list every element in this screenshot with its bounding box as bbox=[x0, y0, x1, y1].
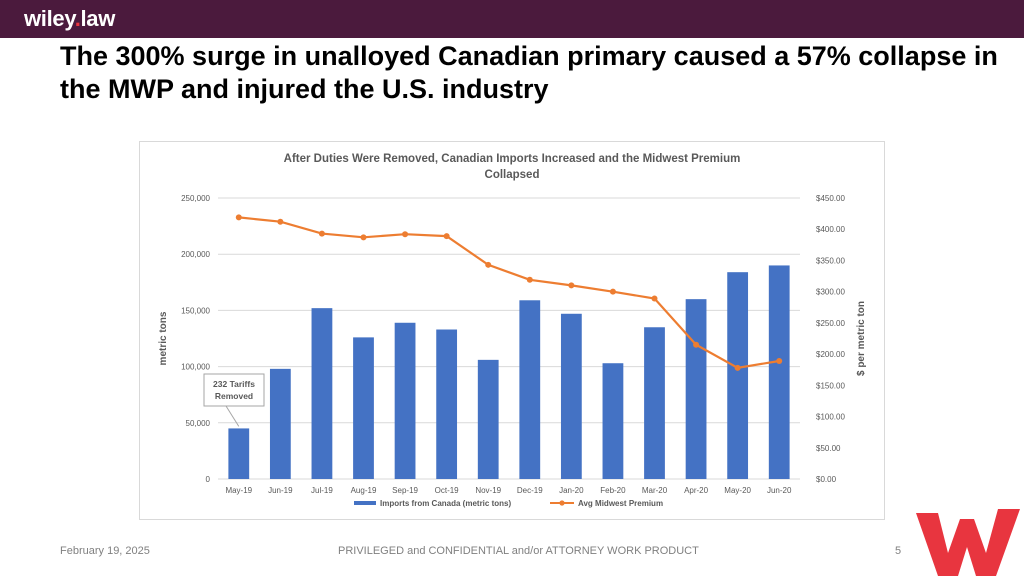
midwest-premium-point bbox=[235, 214, 242, 221]
y-right-tick-label: $150.00 bbox=[816, 381, 845, 390]
midwest-premium-point bbox=[693, 341, 700, 348]
y-right-axis-label: $ per metric ton bbox=[856, 301, 867, 376]
midwest-premium-point bbox=[443, 233, 450, 240]
x-tick-label: May-19 bbox=[225, 486, 252, 495]
x-tick-label: Apr-20 bbox=[684, 486, 709, 495]
midwest-premium-line bbox=[238, 216, 780, 369]
imports-bar bbox=[685, 299, 707, 479]
y-left-tick-label: 0 bbox=[206, 475, 211, 484]
x-tick-label: Nov-19 bbox=[475, 486, 501, 495]
x-tick-label: Sep-19 bbox=[392, 486, 418, 495]
y-right-tick-label: $200.00 bbox=[816, 350, 845, 359]
legend-label-premium: Avg Midwest Premium bbox=[578, 499, 663, 508]
midwest-premium-point bbox=[651, 295, 658, 302]
chart-title-line: Collapsed bbox=[485, 169, 540, 181]
page-number: 5 bbox=[895, 545, 902, 557]
imports-bar bbox=[644, 327, 665, 479]
x-tick-label: Oct-19 bbox=[435, 486, 460, 495]
y-right-tick-label: $250.00 bbox=[816, 319, 845, 328]
x-tick-label: Mar-20 bbox=[642, 486, 668, 495]
annotation-box bbox=[203, 373, 265, 407]
slide-title: The 300% surge in unalloyed Canadian pri… bbox=[60, 41, 998, 104]
x-tick-label: Jul-19 bbox=[311, 486, 333, 495]
y-right-tick-label: $350.00 bbox=[816, 256, 845, 265]
imports-bar bbox=[560, 313, 582, 479]
imports-bar bbox=[727, 272, 749, 479]
x-tick-label: Aug-19 bbox=[351, 486, 377, 495]
x-tick-label: Jun-20 bbox=[767, 486, 792, 495]
footer-date: February 19, 2025 bbox=[60, 545, 150, 557]
chart-title-line: After Duties Were Removed, Canadian Impo… bbox=[284, 153, 741, 165]
annotation-text: Removed bbox=[215, 391, 253, 401]
midwest-premium-point bbox=[526, 276, 533, 283]
midwest-premium-point bbox=[277, 218, 284, 225]
imports-bar bbox=[311, 308, 333, 479]
y-left-tick-label: 150,000 bbox=[181, 306, 210, 315]
y-left-axis-label: metric tons bbox=[158, 311, 169, 365]
x-tick-label: May-20 bbox=[724, 486, 751, 495]
imports-premium-chart: After Duties Were Removed, Canadian Impo… bbox=[158, 153, 867, 508]
midwest-premium-point bbox=[734, 364, 741, 371]
midwest-premium-point bbox=[485, 261, 492, 268]
y-right-tick-label: $0.00 bbox=[816, 475, 837, 484]
y-right-tick-label: $300.00 bbox=[816, 288, 845, 297]
imports-bar bbox=[519, 300, 541, 479]
x-tick-label: Jun-19 bbox=[268, 486, 293, 495]
imports-bar bbox=[602, 363, 624, 479]
y-left-tick-label: 200,000 bbox=[181, 250, 210, 259]
imports-bar bbox=[228, 428, 250, 479]
midwest-premium-point bbox=[402, 231, 409, 238]
y-right-tick-label: $50.00 bbox=[816, 444, 841, 453]
y-right-tick-label: $100.00 bbox=[816, 413, 845, 422]
header-bar: wiley.law bbox=[0, 0, 1024, 38]
x-tick-label: Dec-19 bbox=[517, 486, 543, 495]
legend-label-imports: Imports from Canada (metric tons) bbox=[380, 499, 511, 508]
imports-bar bbox=[353, 337, 374, 479]
annotation-text: 232 Tariffs bbox=[213, 379, 255, 389]
imports-bar bbox=[269, 368, 291, 479]
legend-swatch-imports bbox=[354, 501, 376, 505]
midwest-premium-point bbox=[318, 230, 325, 237]
footer-confidentiality: PRIVILEGED and CONFIDENTIAL and/or ATTOR… bbox=[338, 545, 699, 557]
y-left-tick-label: 100,000 bbox=[181, 363, 210, 372]
wiley-law-logo[interactable]: wiley.law bbox=[24, 6, 116, 31]
midwest-premium-point bbox=[609, 288, 616, 295]
midwest-premium-point bbox=[568, 282, 575, 289]
midwest-premium-point bbox=[776, 357, 783, 364]
annotation-leader bbox=[225, 405, 240, 427]
x-tick-label: Jan-20 bbox=[559, 486, 584, 495]
imports-bar bbox=[394, 322, 416, 479]
chart-container: After Duties Were Removed, Canadian Impo… bbox=[139, 141, 885, 520]
imports-bar bbox=[768, 265, 790, 479]
x-tick-label: Feb-20 bbox=[600, 486, 626, 495]
y-right-tick-label: $400.00 bbox=[816, 225, 845, 234]
legend-marker-premium bbox=[559, 500, 565, 506]
y-right-tick-label: $450.00 bbox=[816, 194, 845, 203]
imports-bar bbox=[436, 329, 458, 479]
y-left-tick-label: 250,000 bbox=[181, 194, 210, 203]
y-left-tick-label: 50,000 bbox=[186, 419, 211, 428]
wiley-w-logo-icon bbox=[916, 509, 1020, 576]
midwest-premium-point bbox=[360, 234, 367, 241]
imports-bar bbox=[477, 359, 499, 479]
